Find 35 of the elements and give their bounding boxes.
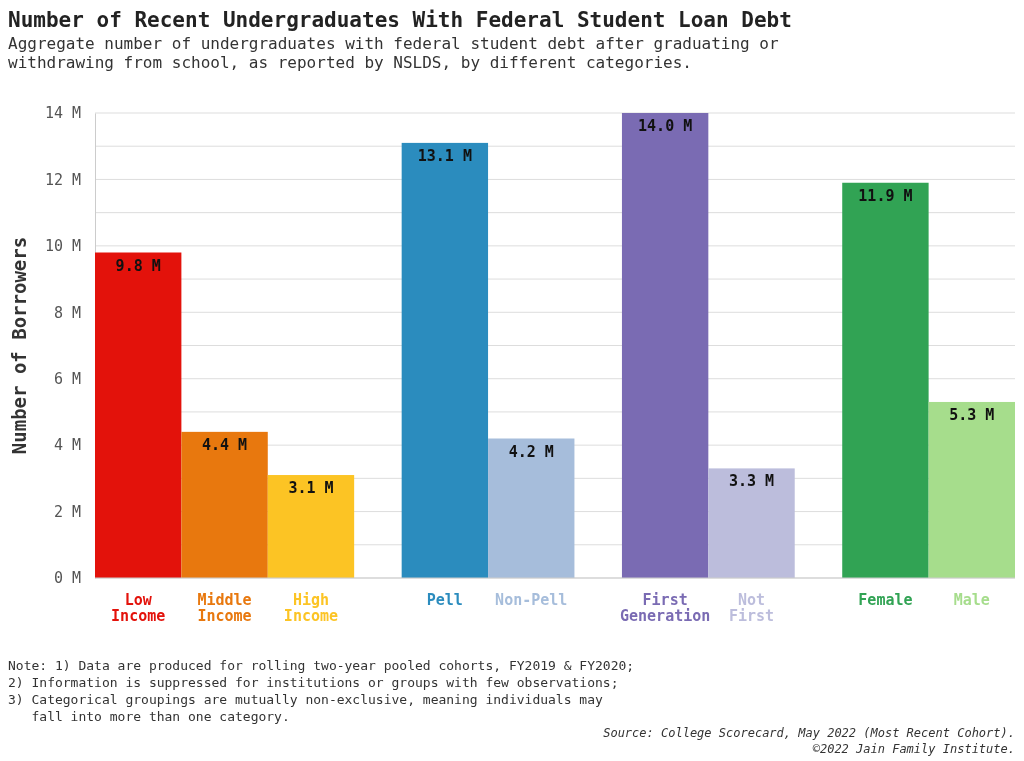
- data-label: 5.3 M: [949, 405, 995, 424]
- x-tick-label: Non-Pell: [495, 591, 568, 609]
- y-tick-label: 10 M: [44, 237, 81, 256]
- x-tick-label: Not First: [728, 591, 775, 625]
- y-tick-label: 0 M: [53, 569, 81, 588]
- y-axis-title: Number of Borrowers: [8, 236, 30, 455]
- x-tick-label: Pell: [426, 591, 463, 609]
- data-label: 4.4 M: [202, 435, 248, 454]
- chart-title: Number of Recent Undergraduates With Federal Student Loan Debt: [8, 8, 792, 32]
- text: ©2022 Jain Family Institute.: [812, 742, 1015, 756]
- text: 2) Information is suppressed for institutions or groups with few observations;: [8, 675, 619, 690]
- data-label: 13.1 M: [417, 146, 472, 165]
- x-tick-label: High Income: [283, 591, 339, 625]
- text: fall into more than one category.: [8, 709, 290, 724]
- data-label: 11.9 M: [858, 186, 913, 205]
- y-tick-label: 4 M: [53, 436, 81, 455]
- text: 3) Categorical groupings are mutually non-exclusive, meaning individuals may: [8, 692, 603, 707]
- x-tick-label: Female: [858, 591, 913, 609]
- data-label: 14.0 M: [638, 117, 693, 135]
- y-tick-label: 12 M: [44, 170, 81, 189]
- x-tick-label: Low Income: [111, 591, 166, 625]
- y-tick-label: 6 M: [53, 370, 81, 389]
- x-tick-label: First Generation: [619, 591, 711, 625]
- chart-subtitle: Aggregate number of undergraduates with federal student debt after graduating or withdrawing from school, as reported by NSLDS, by different categories.: [8, 34, 779, 72]
- text: Note: 1) Data are produced for rolling two-year pooled cohorts, FY2019 & FY2020;: [8, 658, 635, 673]
- y-tick-label: 2 M: [53, 502, 81, 521]
- source-note: Source: College Scorecard, May 2022 (Most Recent Cohort).: [603, 726, 1015, 740]
- x-tick-label: Middle Income: [197, 591, 252, 625]
- y-tick-label: 14 M: [44, 104, 81, 123]
- data-label: 3.3 M: [728, 472, 775, 491]
- x-tick-label: Male: [953, 591, 990, 609]
- data-label: 3.1 M: [288, 479, 334, 498]
- y-tick-label: 8 M: [53, 303, 81, 322]
- data-label: 9.8 M: [115, 256, 161, 275]
- data-label: 4.2 M: [508, 442, 554, 461]
